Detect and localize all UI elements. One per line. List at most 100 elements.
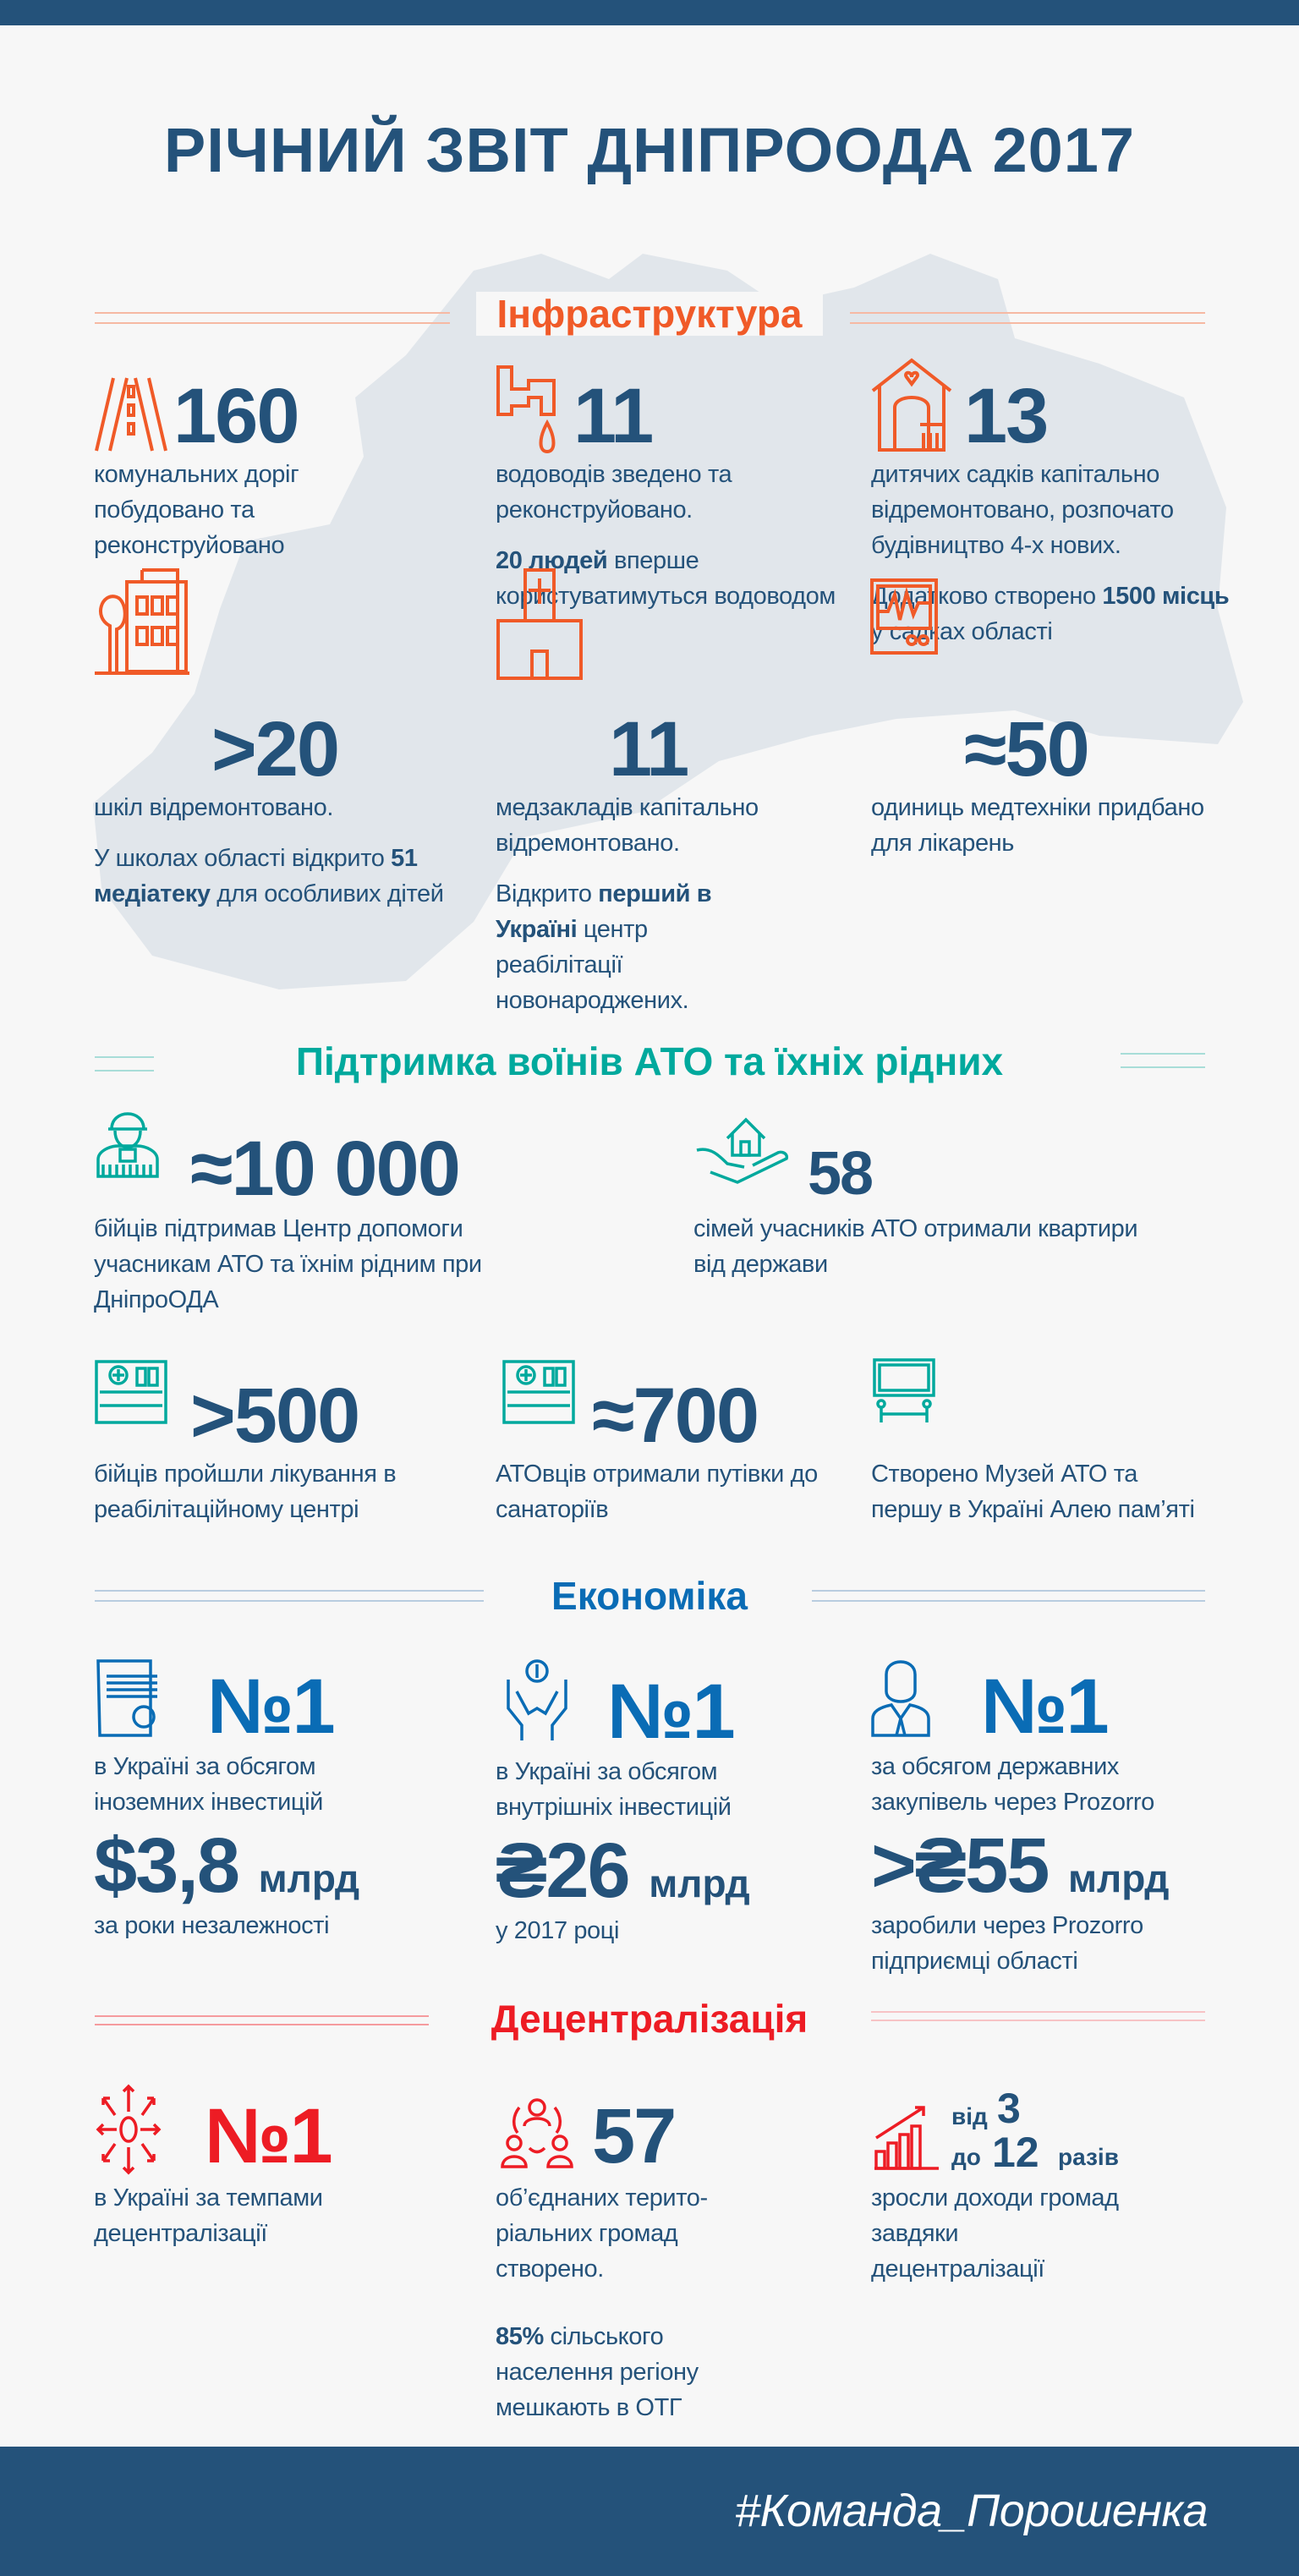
top-bar	[0, 0, 1299, 25]
section-heading-infrastructure: Інфраструктура	[0, 291, 1299, 337]
amount-number: >₴55	[871, 1822, 1050, 1909]
soldier-icon	[96, 1112, 159, 1178]
from-label: від	[951, 2103, 988, 2129]
rank-number: №1	[981, 1663, 1110, 1750]
stat-text: одиниць медтехніки придбано для лікарень	[871, 794, 1204, 857]
stat-highlight: 1500 місць	[1102, 583, 1230, 610]
stat-text: для особливих дітей	[210, 880, 444, 907]
region-map-background	[93, 254, 1243, 989]
memorial-icon	[873, 1358, 935, 1422]
infrastructure-rule-left	[95, 312, 450, 324]
stat-text: дитячих садків капітально відремонтовано…	[871, 461, 1174, 559]
from-value: 3	[997, 2085, 1021, 2132]
amount-value: ₴26 млрд	[496, 1832, 750, 1922]
stat-number: 58	[808, 1140, 874, 1208]
stat-description: в Україні за темпами децентралізації	[94, 2184, 323, 2247]
amount-value: >₴55 млрд	[871, 1827, 1169, 1917]
stat-description: за обсягом державних закупівель через Pr…	[871, 1753, 1154, 1816]
growth-chart-icon	[874, 2106, 939, 2170]
section-heading-decentralization: Децентралізація	[0, 1996, 1299, 2042]
amount-number: ₴26	[496, 1828, 631, 1914]
sanatorium-icon	[502, 1360, 575, 1424]
section-heading-ato: Підтримка воїнів АТО та їхніх рідних	[0, 1039, 1299, 1084]
amount-description: заробили через Prozorro підприємці облас…	[871, 1912, 1143, 1975]
growth-range: від 3 до 12 разів	[951, 2087, 1222, 2176]
stat-description: сімей учасників АТО отримали квартири ві…	[693, 1215, 1138, 1278]
amount-number: $3,8	[94, 1822, 240, 1909]
stat-description: в Україні за обсягом іноземних інвестиці…	[94, 1753, 323, 1816]
stat-number: 13	[964, 373, 1049, 459]
stat-number: 11	[609, 706, 689, 792]
school-icon	[95, 568, 189, 675]
stat-text: сільського населення регіону мешкають в …	[496, 2323, 699, 2421]
times-label: разів	[1058, 2144, 1119, 2170]
stat-description: бійців пройшли лікування в реабілітаційн…	[94, 1461, 397, 1523]
stat-text: комунальних доріг побудовано та реконстр…	[94, 461, 299, 559]
stat-text: У школах області відкрито	[94, 845, 392, 872]
amount-value: $3,8 млрд	[94, 1827, 359, 1917]
stat-number: ≈50	[964, 706, 1090, 792]
stat-text: медзакладів капітально відремонтовано.	[496, 794, 759, 857]
stat-number: 57	[592, 2093, 677, 2179]
stat-text: водоводів зведено та реконструйовано.	[496, 461, 732, 523]
stat-number: 160	[173, 373, 299, 459]
stat-highlight: перший в Україні	[496, 880, 712, 943]
stat-number: ≈10 000	[190, 1126, 461, 1212]
rehab-center-icon	[95, 1360, 167, 1424]
section-heading-economy: Економіка	[0, 1573, 1299, 1619]
stat-description: одиниць медтехніки придбано для лікарень	[871, 790, 1226, 876]
stat-number: >20	[211, 706, 340, 792]
medical-monitor-icon	[870, 578, 938, 655]
decentralization-rule-right	[871, 2011, 1205, 2021]
stat-number: 11	[573, 373, 654, 459]
infrastructure-rule-right	[850, 312, 1205, 324]
road-icon	[95, 377, 167, 452]
amount-unit: млрд	[649, 1861, 750, 1905]
stat-description: медзакладів капітально відремонтовано. В…	[496, 790, 851, 1033]
community-icon	[501, 2098, 573, 2168]
to-label: до	[951, 2144, 981, 2170]
rank-number: №1	[207, 1663, 336, 1750]
stat-text: центр реабілітації новонароджених.	[496, 916, 689, 1014]
stat-description: зросли доходи громад завдяки децентраліз…	[871, 2184, 1119, 2283]
amount-description: у 2017 році	[496, 1917, 620, 1944]
stat-number: ≈700	[592, 1373, 759, 1459]
stat-description: бійців підтримав Центр допомоги учасника…	[94, 1215, 482, 1313]
money-icon	[96, 1659, 157, 1737]
businessman-icon	[871, 1660, 930, 1737]
section-heading-text: Економіка	[531, 1574, 768, 1618]
economy-rule-right	[812, 1590, 1205, 1602]
amount-unit: млрд	[258, 1856, 360, 1900]
water-pipe-icon	[496, 365, 556, 454]
section-heading-text: Інфраструктура	[476, 292, 823, 336]
rank-number: №1	[205, 2093, 333, 2179]
hospital-icon	[496, 568, 583, 680]
section-heading-text: Підтримка воїнів АТО та їхніх рідних	[275, 1039, 1024, 1083]
stat-description: шкіл відремонтовано. У школах області ві…	[94, 790, 449, 927]
house-in-hand-icon	[696, 1117, 789, 1184]
footer-bar	[0, 2447, 1299, 2576]
section-heading-text: Децентралізація	[470, 1997, 829, 2041]
hands-coin-icon	[507, 1659, 567, 1740]
stat-description: комунальних доріг побудовано та реконстр…	[94, 457, 373, 578]
kindergarten-icon	[871, 358, 952, 452]
stat-text: Відкрито	[496, 880, 599, 907]
stat-highlight: 85%	[496, 2323, 544, 2350]
economy-rule-left	[95, 1590, 484, 1602]
ato-rule-left	[95, 1056, 154, 1072]
to-value: 12	[992, 2129, 1039, 2176]
footer-hashtag: #Команда_Порошенка	[735, 2486, 1208, 2536]
arrows-out-icon	[96, 2084, 162, 2175]
stat-description: об’єднаних терито-ріальних громад створе…	[496, 2180, 749, 2441]
rank-number: №1	[607, 1669, 736, 1755]
stat-text: у садках області	[871, 618, 1053, 645]
stat-highlight: 51 медіатеку	[94, 845, 418, 907]
page-title: РІЧНИЙ ЗВІТ ДНІПРООДА 2017	[163, 115, 1136, 185]
stat-text: шкіл відремонтовано.	[94, 794, 333, 821]
stat-description: Створено Музей АТО та першу в Україні Ал…	[871, 1461, 1195, 1523]
stat-text: об’єднаних терито-ріальних громад створе…	[496, 2184, 708, 2283]
amount-description: за роки незалежності	[94, 1912, 330, 1939]
stat-number: >500	[190, 1373, 360, 1459]
stat-description: в Україні за обсягом внутрішніх інвестиц…	[496, 1758, 732, 1821]
decentralization-rule-left	[95, 2015, 429, 2025]
